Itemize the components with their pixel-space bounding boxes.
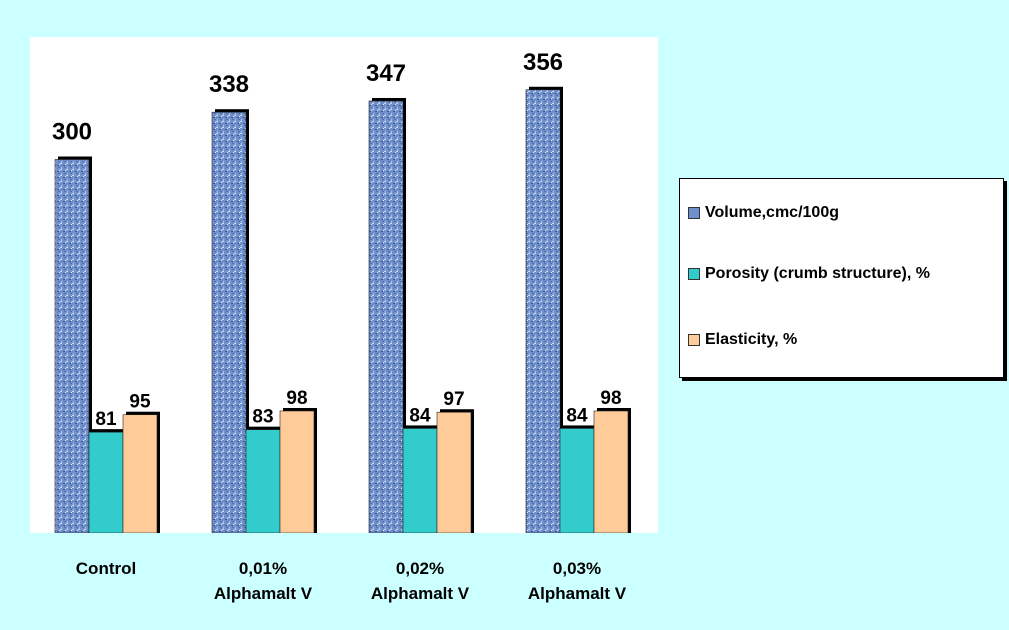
bar-chart: 300 81 95 338 83 98 347 84 97 356 84 98 <box>52 49 631 533</box>
legend-item-volume: Volume,cmc/100g <box>688 201 1000 225</box>
bar-volume-2 <box>368 100 404 533</box>
chart-legend: Volume,cmc/100g Porosity (crumb structur… <box>679 178 1004 378</box>
data-label-volume-2: 347 <box>366 60 406 87</box>
data-label-porosity-3: 84 <box>566 405 588 426</box>
x-tick-label-2: 0,02% Alphamalt V <box>370 559 470 603</box>
data-label-elasticity-1: 98 <box>286 388 307 409</box>
legend-swatch-porosity <box>688 268 700 280</box>
data-label-elasticity-2: 97 <box>443 389 464 410</box>
bar-elasticity-1 <box>279 410 315 533</box>
legend-item-porosity: Porosity (crumb structure), % <box>688 262 1000 286</box>
plot-area: 300 81 95 338 83 98 347 84 97 356 84 98 <box>30 37 658 533</box>
data-label-elasticity-0: 95 <box>129 392 151 413</box>
data-label-porosity-1: 83 <box>252 407 273 428</box>
bar-elasticity-3 <box>593 410 629 533</box>
bar-elasticity-2 <box>436 411 472 533</box>
data-label-volume-1: 338 <box>209 71 249 98</box>
x-tick-label-3: 0,03% Alphamalt V <box>527 559 627 603</box>
bar-volume-1 <box>211 111 247 533</box>
legend-swatch-volume <box>688 207 700 219</box>
legend-label-volume: Volume,cmc/100g <box>705 204 839 221</box>
x-tick-label-0: Control <box>75 559 137 578</box>
legend-label-elasticity: Elasticity, % <box>705 331 798 348</box>
x-tick-label-1: 0,01% Alphamalt V <box>213 559 313 603</box>
bar-volume-3 <box>525 89 561 533</box>
legend-swatch-elasticity <box>688 334 700 346</box>
bar-porosity-1 <box>245 429 281 533</box>
bar-porosity-3 <box>559 428 595 533</box>
data-label-elasticity-3: 98 <box>600 388 621 409</box>
data-label-volume-0: 300 <box>52 119 92 146</box>
data-label-porosity-2: 84 <box>409 405 431 426</box>
data-label-volume-3: 356 <box>523 49 563 76</box>
bar-volume-0 <box>54 159 90 533</box>
legend-label-porosity: Porosity (crumb structure), % <box>705 265 930 282</box>
bar-porosity-2 <box>402 428 438 533</box>
bar-porosity-0 <box>88 431 124 533</box>
bar-elasticity-0 <box>122 414 158 533</box>
data-label-porosity-0: 81 <box>95 409 117 430</box>
legend-item-elasticity: Elasticity, % <box>688 328 1000 352</box>
